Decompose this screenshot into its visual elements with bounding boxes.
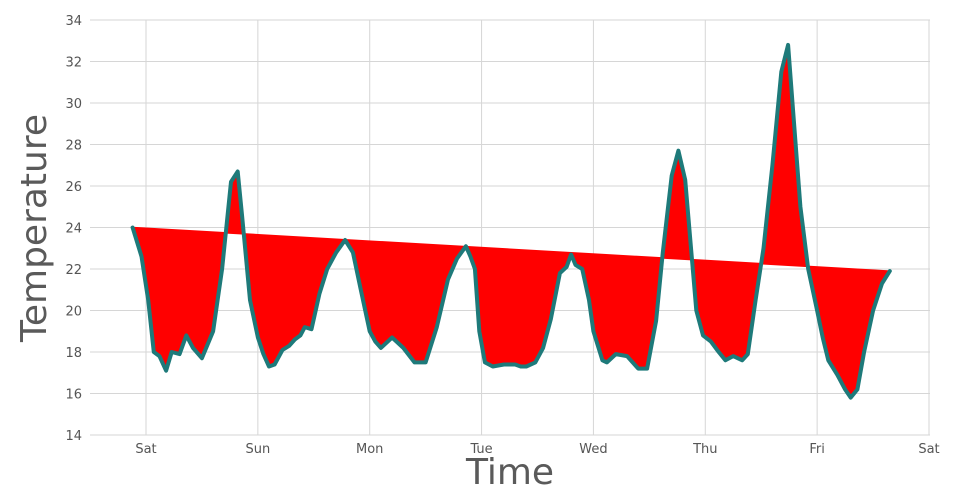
y-tick-label: 34 (65, 14, 82, 29)
x-tick-label: Sat (918, 442, 939, 457)
series-lines (130, 42, 892, 400)
y-tick-label: 30 (65, 97, 82, 112)
y-tick-label: 26 (65, 180, 82, 195)
x-tick-label: Tue (469, 442, 492, 457)
y-tick-label: 20 (65, 305, 82, 320)
x-tick-label: Wed (579, 442, 607, 457)
y-axis-ticks: 14 16 18 20 22 24 26 28 30 32 34 (65, 14, 82, 444)
x-tick-label: Sat (135, 442, 156, 457)
x-axis-ticks: Sat Sun Mon Tue Wed Thu Fri Sat (135, 442, 939, 457)
y-tick-label: 28 (65, 139, 82, 154)
y-tick-label: 16 (65, 388, 82, 403)
y-tick-label: 14 (65, 429, 82, 444)
y-tick-label: 18 (65, 346, 82, 361)
trend-line (132, 226, 890, 272)
x-tick-label: Sun (245, 442, 270, 457)
x-tick-label: Thu (692, 442, 717, 457)
y-tick-label: 32 (65, 56, 82, 71)
temperature-line (130, 42, 892, 400)
x-axis-title: Time (465, 452, 554, 493)
x-tick-label: Fri (809, 442, 825, 457)
area-between-series-and-trend (132, 44, 890, 398)
y-axis-title: Temperature (14, 114, 55, 343)
y-tick-label: 22 (65, 263, 82, 278)
x-tick-label: Mon (356, 442, 383, 457)
area-fill (132, 44, 890, 398)
y-tick-label: 24 (65, 222, 82, 237)
